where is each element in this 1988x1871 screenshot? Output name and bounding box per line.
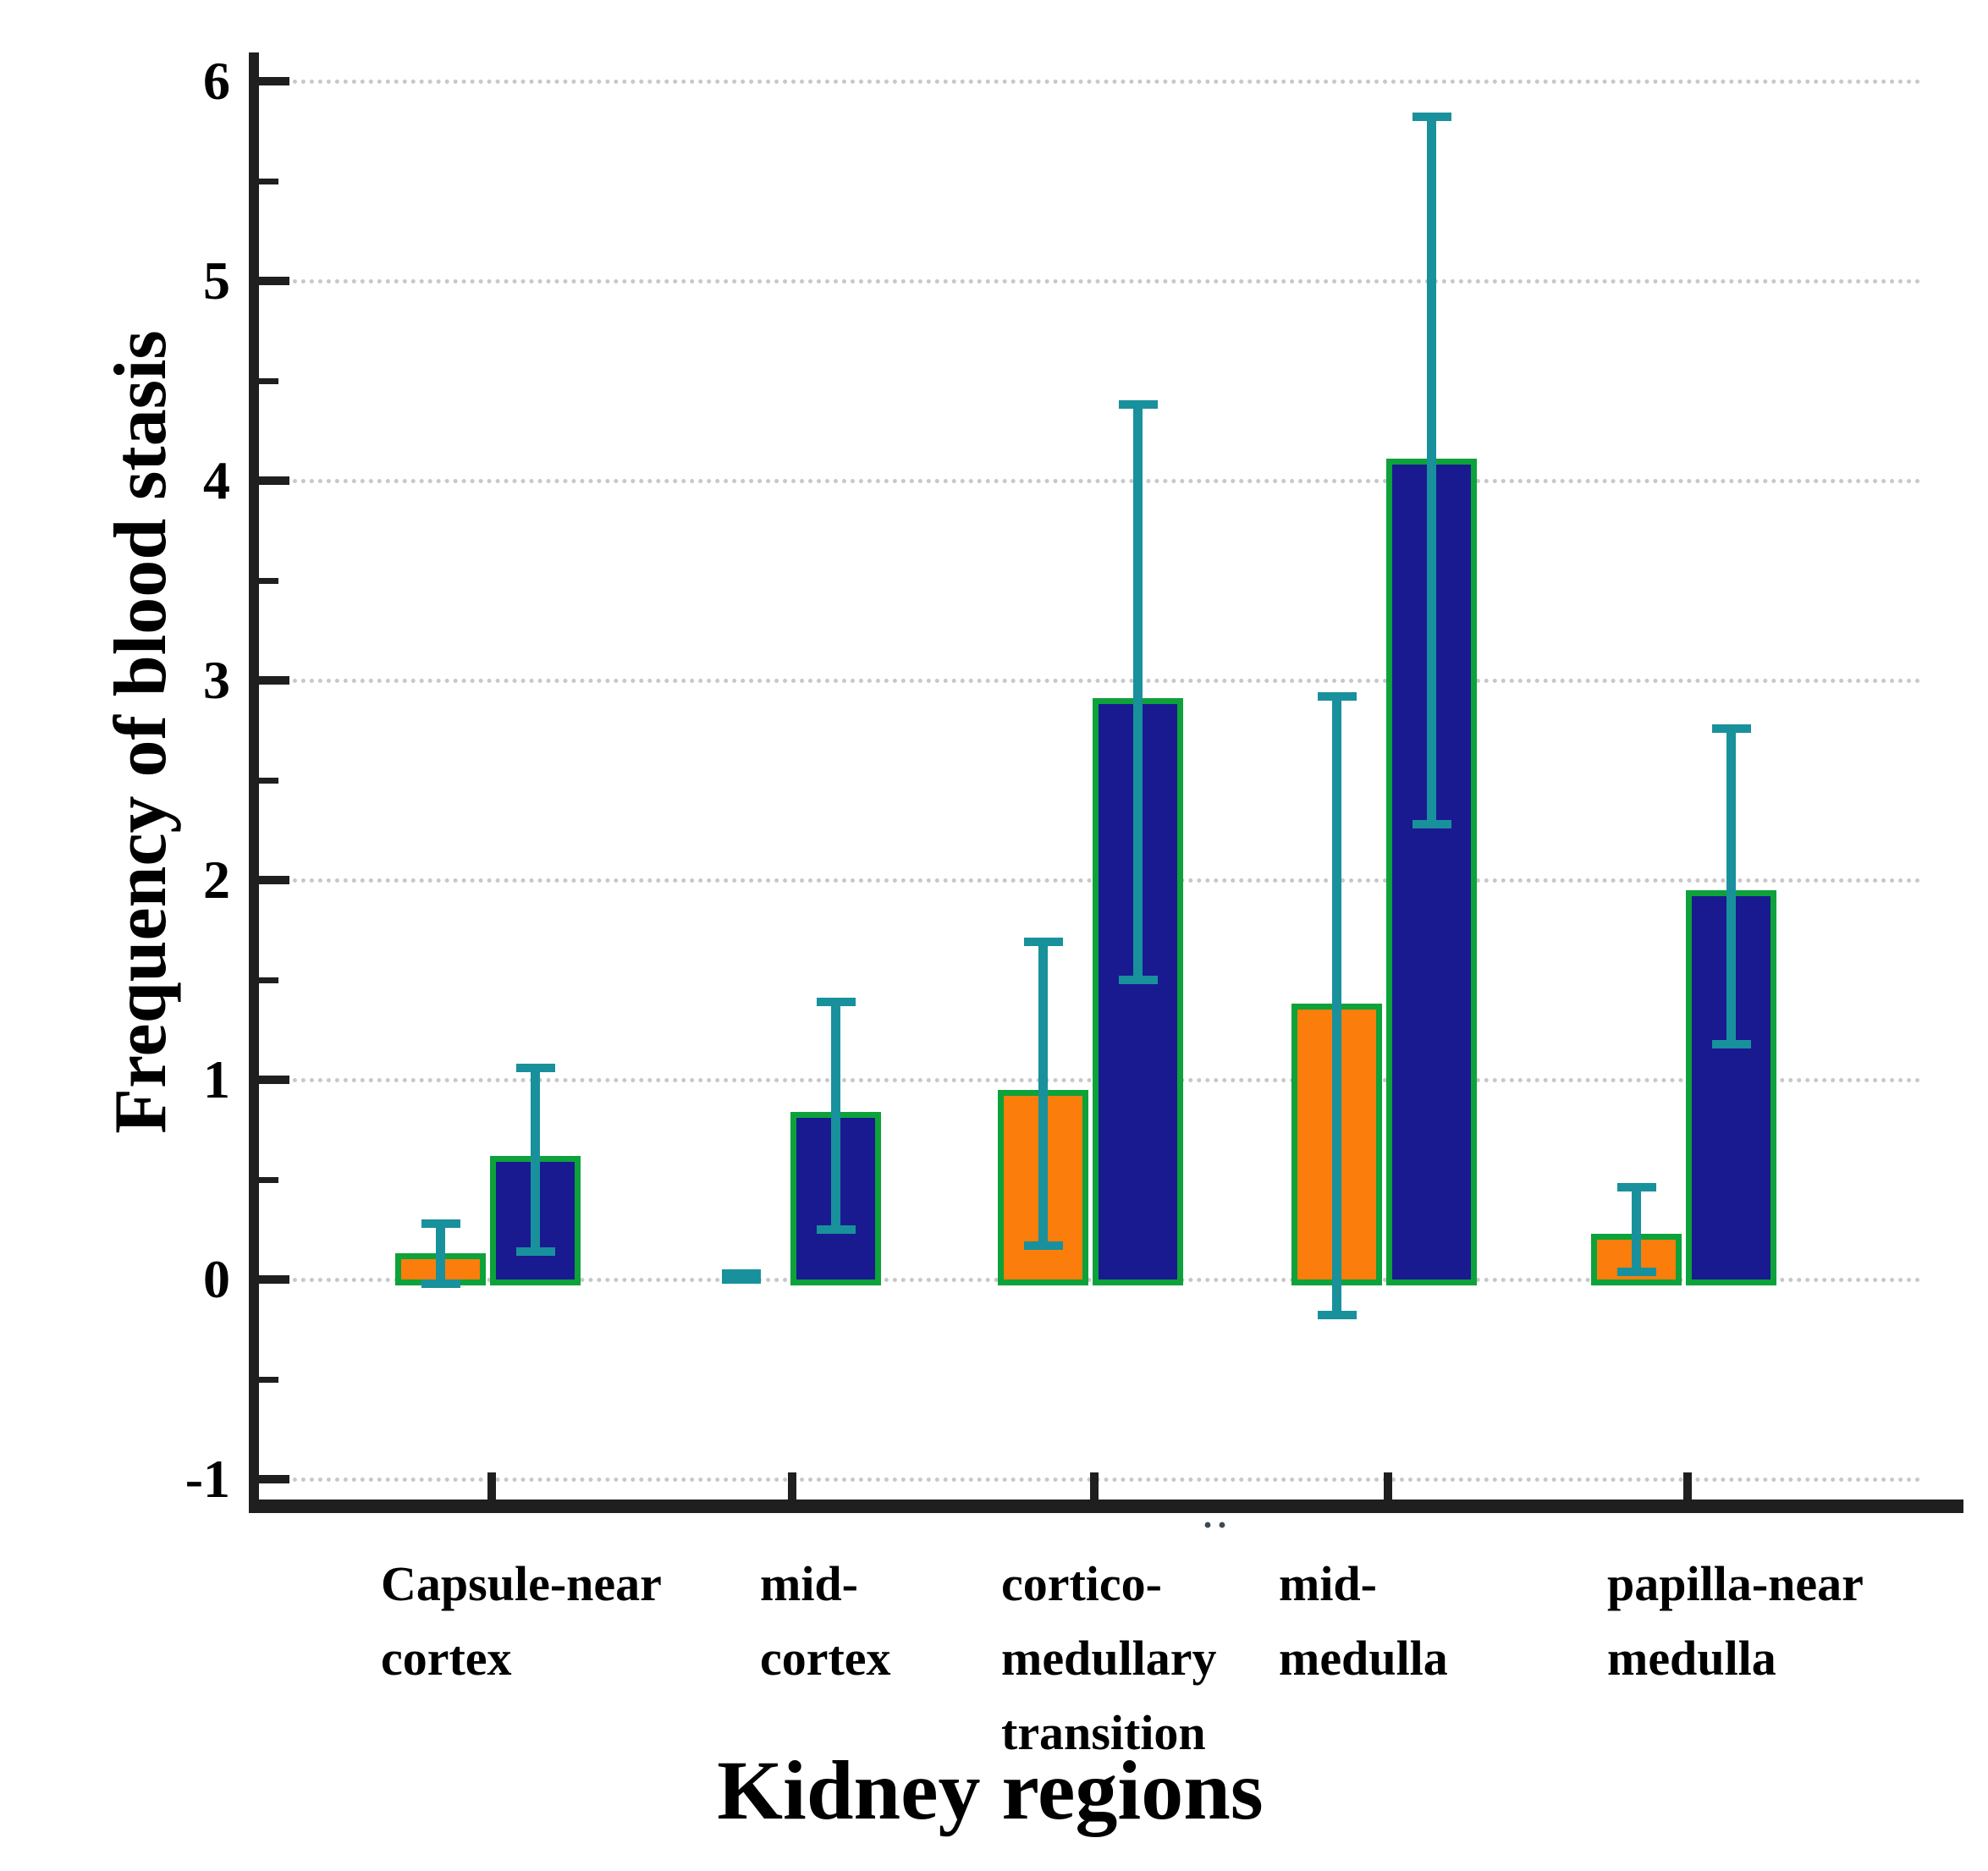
error-bar-orange-capsule-near-cortex — [436, 1223, 445, 1284]
error-cap-orange-cortico-medullary-transition — [1023, 938, 1063, 947]
y-tick-label: 5 — [203, 250, 230, 311]
x-tick-label-line: cortex — [381, 1631, 512, 1686]
error-cap-orange-papilla-near-medulla — [1616, 1183, 1656, 1192]
x-tick-label-line: mid- — [760, 1556, 858, 1611]
error-cap-navy-papilla-near-medulla — [1711, 1039, 1751, 1048]
y-tick-label: 3 — [203, 650, 230, 710]
gridline — [259, 1078, 1921, 1082]
x-tick — [788, 1472, 796, 1501]
error-cap-orange-mid-medulla — [1317, 691, 1357, 701]
x-tick-label-line: cortico- — [1001, 1556, 1162, 1611]
x-tick-label-line: Capsule-near — [381, 1556, 662, 1611]
error-cap-orange-papilla-near-medulla — [1616, 1267, 1656, 1276]
x-tick-label-capsule-near-cortex: Capsule-near cortex — [381, 1547, 662, 1696]
error-cap-navy-cortico-medullary-transition — [1118, 976, 1158, 984]
y-minor-tick — [259, 1376, 278, 1383]
y-tick-label: 2 — [203, 850, 230, 910]
x-tick-label-mid-cortex: mid-cortex — [760, 1547, 891, 1696]
error-cap-navy-capsule-near-cortex — [515, 1246, 555, 1256]
y-major-tick — [259, 1475, 289, 1483]
y-tick-label: 4 — [203, 450, 230, 510]
error-cap-orange-mid-cortex — [721, 1268, 761, 1278]
error-bar-orange-mid-medulla — [1332, 696, 1341, 1316]
error-bar-navy-cortico-medullary-transition — [1133, 404, 1143, 980]
error-bar-navy-mid-cortex — [831, 1001, 840, 1230]
y-major-tick — [259, 676, 289, 685]
x-tick-label-papilla-near-medulla: papilla-near medulla — [1607, 1547, 1864, 1696]
y-tick-label: -1 — [184, 1449, 230, 1509]
error-bar-navy-mid-medulla — [1427, 117, 1436, 824]
y-major-tick — [259, 476, 289, 485]
gridline — [259, 80, 1921, 84]
x-tick-label-cortico-medullary-transition: cortico-medullary transition — [1001, 1547, 1217, 1770]
y-minor-tick — [259, 178, 278, 184]
x-tick-label-line: papilla-near — [1607, 1556, 1864, 1611]
error-cap-orange-mid-cortex — [721, 1275, 761, 1284]
x-tick — [1683, 1472, 1692, 1501]
x-axis-spine — [249, 1500, 1963, 1513]
y-minor-tick — [259, 977, 278, 983]
y-major-tick — [259, 277, 289, 285]
error-cap-orange-mid-medulla — [1317, 1311, 1357, 1320]
significance-mark: ·· — [1202, 1506, 1231, 1545]
gridline — [259, 1278, 1921, 1282]
x-tick-label-line: mid- — [1279, 1556, 1377, 1611]
error-cap-navy-mid-medulla — [1412, 819, 1451, 828]
error-cap-navy-papilla-near-medulla — [1711, 724, 1751, 733]
gridline — [259, 479, 1921, 483]
error-cap-orange-capsule-near-cortex — [421, 1219, 460, 1228]
y-tick-label: 6 — [203, 51, 230, 111]
y-minor-tick — [259, 577, 278, 584]
y-tick-label: 0 — [203, 1249, 230, 1309]
x-tick-label-line: cortex — [760, 1631, 891, 1686]
gridline — [259, 279, 1921, 283]
x-tick-label-mid-medulla: mid-medulla — [1279, 1547, 1448, 1696]
error-bar-orange-papilla-near-medulla — [1632, 1187, 1641, 1272]
error-cap-navy-mid-cortex — [816, 1225, 856, 1234]
error-cap-navy-cortico-medullary-transition — [1118, 400, 1158, 410]
y-minor-tick — [259, 777, 278, 784]
error-cap-navy-capsule-near-cortex — [515, 1063, 555, 1072]
gridline — [259, 878, 1921, 883]
x-tick-label-line: transition — [1001, 1705, 1206, 1760]
y-major-tick — [259, 77, 289, 85]
x-tick — [487, 1472, 496, 1501]
error-cap-navy-mid-medulla — [1412, 113, 1451, 122]
x-tick-label-line: medulla — [1279, 1631, 1448, 1686]
y-major-tick — [259, 1076, 289, 1084]
error-cap-orange-capsule-near-cortex — [421, 1279, 460, 1288]
error-bar-orange-cortico-medullary-transition — [1038, 942, 1048, 1246]
y-axis-spine — [249, 52, 259, 1513]
x-tick-label-line: medullary — [1001, 1631, 1217, 1686]
x-tick — [1384, 1472, 1392, 1501]
x-axis-title: Kidney regions — [717, 1743, 1264, 1837]
y-major-tick — [259, 1275, 289, 1284]
error-cap-orange-cortico-medullary-transition — [1023, 1241, 1063, 1250]
error-cap-navy-mid-cortex — [816, 997, 856, 1006]
x-tick-label-line: medulla — [1607, 1631, 1776, 1686]
gridline — [259, 679, 1921, 683]
y-tick-label: 1 — [203, 1049, 230, 1109]
y-major-tick — [259, 876, 289, 884]
y-minor-tick — [259, 1176, 278, 1183]
y-minor-tick — [259, 377, 278, 384]
error-bar-navy-capsule-near-cortex — [531, 1067, 540, 1252]
x-tick — [1090, 1472, 1099, 1501]
error-bar-navy-papilla-near-medulla — [1726, 728, 1736, 1044]
